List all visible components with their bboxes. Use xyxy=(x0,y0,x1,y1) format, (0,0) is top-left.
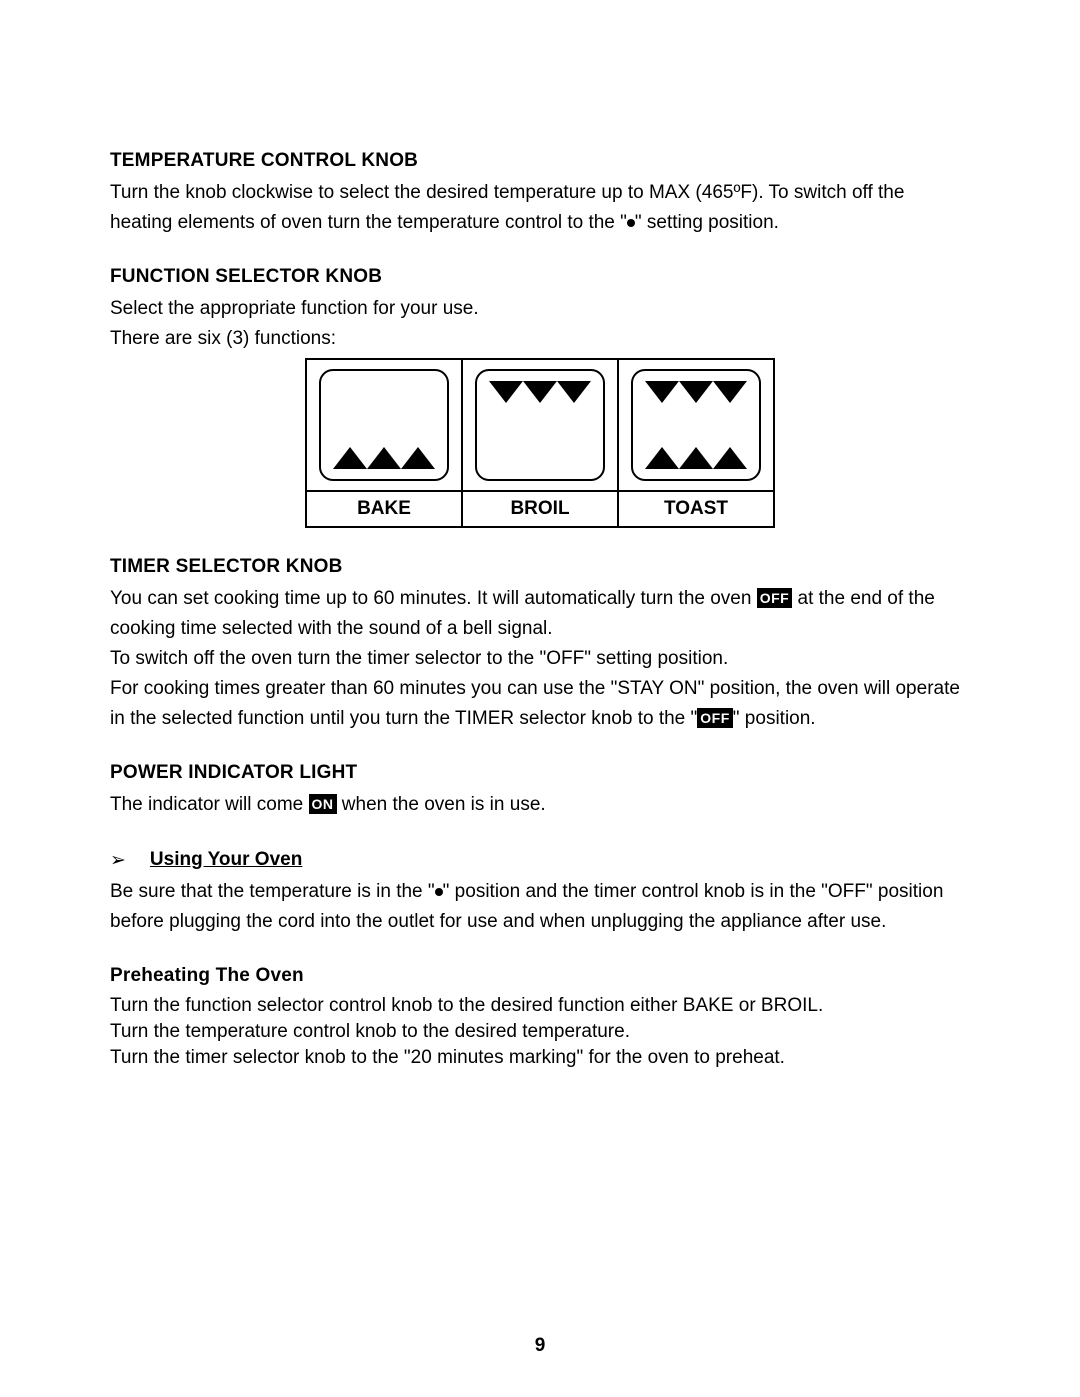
toast-panel xyxy=(631,369,761,481)
off-badge: OFF xyxy=(697,708,733,728)
heading-power-light: POWER INDICATOR LIGHT xyxy=(110,762,970,784)
heading-function-knob: FUNCTION SELECTOR KNOB xyxy=(110,266,970,288)
timer-knob-p1: You can set cooking time up to 60 minute… xyxy=(110,584,970,644)
function-diagram-table: BAKE BROIL TOAST xyxy=(305,358,775,528)
text-fragment: " position. xyxy=(733,708,816,729)
broil-diagram-cell xyxy=(462,359,618,491)
broil-top-element-icon xyxy=(477,381,603,403)
broil-label: BROIL xyxy=(462,491,618,527)
heading-preheating: Preheating The Oven xyxy=(110,965,970,987)
bake-label: BAKE xyxy=(306,491,462,527)
text-fragment: The indicator will come xyxy=(110,794,309,815)
section-temperature-knob: TEMPERATURE CONTROL KNOB Turn the knob c… xyxy=(110,150,970,238)
toast-top-element-icon xyxy=(633,381,759,403)
function-knob-line1: Select the appropriate function for your… xyxy=(110,294,970,324)
heading-temperature-knob: TEMPERATURE CONTROL KNOB xyxy=(110,150,970,172)
bake-diagram-cell xyxy=(306,359,462,491)
function-knob-line2: There are six (3) functions: xyxy=(110,324,970,354)
toast-bottom-element-icon xyxy=(633,447,759,469)
temperature-knob-text: Turn the knob clockwise to select the de… xyxy=(110,178,970,238)
bake-bottom-element-icon xyxy=(321,447,447,469)
using-oven-heading-row: ➢ Using Your Oven xyxy=(110,848,970,871)
heading-using-oven: Using Your Oven xyxy=(150,849,302,871)
timer-knob-p3: For cooking times greater than 60 minute… xyxy=(110,674,970,734)
on-badge: ON xyxy=(309,794,337,814)
text-fragment: Be sure that the temperature is in the " xyxy=(110,881,435,902)
broil-panel xyxy=(475,369,605,481)
text-fragment: Turn the knob clockwise to select the de… xyxy=(110,182,904,233)
bake-panel xyxy=(319,369,449,481)
using-oven-text: Be sure that the temperature is in the "… xyxy=(110,877,970,937)
manual-page: TEMPERATURE CONTROL KNOB Turn the knob c… xyxy=(0,0,1080,1397)
section-power-light: POWER INDICATOR LIGHT The indicator will… xyxy=(110,762,970,820)
toast-label: TOAST xyxy=(618,491,774,527)
toast-diagram-cell xyxy=(618,359,774,491)
section-preheating: Preheating The Oven Turn the function se… xyxy=(110,965,970,1071)
off-badge: OFF xyxy=(757,588,793,608)
heading-timer-knob: TIMER SELECTOR KNOB xyxy=(110,556,970,578)
section-using-oven: ➢ Using Your Oven Be sure that the tempe… xyxy=(110,848,970,937)
text-fragment: when the oven is in use. xyxy=(337,794,546,815)
preheat-l2: Turn the temperature control knob to the… xyxy=(110,1019,970,1045)
bullet-dot-icon xyxy=(435,888,443,896)
page-number: 9 xyxy=(0,1335,1080,1357)
text-fragment: " setting position. xyxy=(635,212,779,233)
section-function-knob: FUNCTION SELECTOR KNOB Select the approp… xyxy=(110,266,970,528)
section-timer-knob: TIMER SELECTOR KNOB You can set cooking … xyxy=(110,556,970,734)
preheat-l3: Turn the timer selector knob to the "20 … xyxy=(110,1045,970,1071)
text-fragment: You can set cooking time up to 60 minute… xyxy=(110,588,757,609)
preheat-l1: Turn the function selector control knob … xyxy=(110,993,970,1019)
arrow-bullet-icon: ➢ xyxy=(110,849,126,872)
timer-knob-p2: To switch off the oven turn the timer se… xyxy=(110,644,970,674)
text-fragment: For cooking times greater than 60 minute… xyxy=(110,678,960,729)
bullet-dot-icon xyxy=(627,219,635,227)
power-light-text: The indicator will come ON when the oven… xyxy=(110,790,970,820)
